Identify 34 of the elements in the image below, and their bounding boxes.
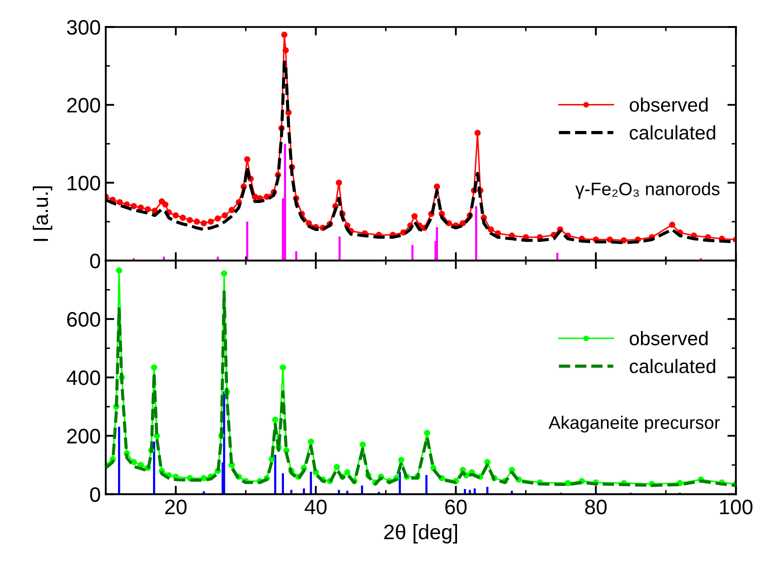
annotation: γ-Fe₂O₃ nanorods bbox=[575, 182, 720, 199]
bar bbox=[118, 426, 120, 494]
bar bbox=[425, 474, 428, 494]
bar bbox=[246, 222, 248, 261]
y-tick-label: 200 bbox=[67, 428, 100, 444]
legend-label: observed bbox=[630, 331, 708, 346]
bar bbox=[216, 256, 219, 261]
y-axis-title: I [a.u.] bbox=[32, 186, 52, 241]
bar bbox=[338, 236, 341, 261]
legend-label: calculated bbox=[630, 358, 716, 374]
annotation: Akaganeite precursor bbox=[548, 416, 720, 433]
x-tick-label: 20 bbox=[165, 500, 187, 514]
x-tick-label: 100 bbox=[720, 500, 752, 514]
legend-label: calculated bbox=[630, 125, 716, 140]
legend-label: observed bbox=[630, 97, 708, 112]
y-tick-label: 100 bbox=[68, 176, 100, 190]
x-tick-label: 60 bbox=[445, 500, 467, 514]
y-tick-label: 300 bbox=[66, 20, 100, 35]
bar bbox=[475, 206, 478, 261]
x-tick-label: 80 bbox=[585, 500, 607, 514]
bar bbox=[274, 454, 276, 494]
y-tick-label: 400 bbox=[66, 370, 100, 386]
bar bbox=[295, 251, 298, 261]
bar bbox=[474, 488, 476, 494]
y-tick-label: 200 bbox=[67, 98, 100, 113]
y-tick-label: 0 bbox=[90, 254, 100, 268]
x-tick-label: 40 bbox=[304, 500, 327, 514]
bar bbox=[284, 144, 286, 261]
bar bbox=[282, 473, 284, 494]
y-tick-label: 0 bbox=[90, 487, 100, 502]
y-tick-label: 600 bbox=[67, 312, 100, 327]
x-axis-title: 2θ [deg] bbox=[384, 524, 457, 544]
bar bbox=[436, 227, 438, 261]
bar bbox=[310, 472, 312, 494]
